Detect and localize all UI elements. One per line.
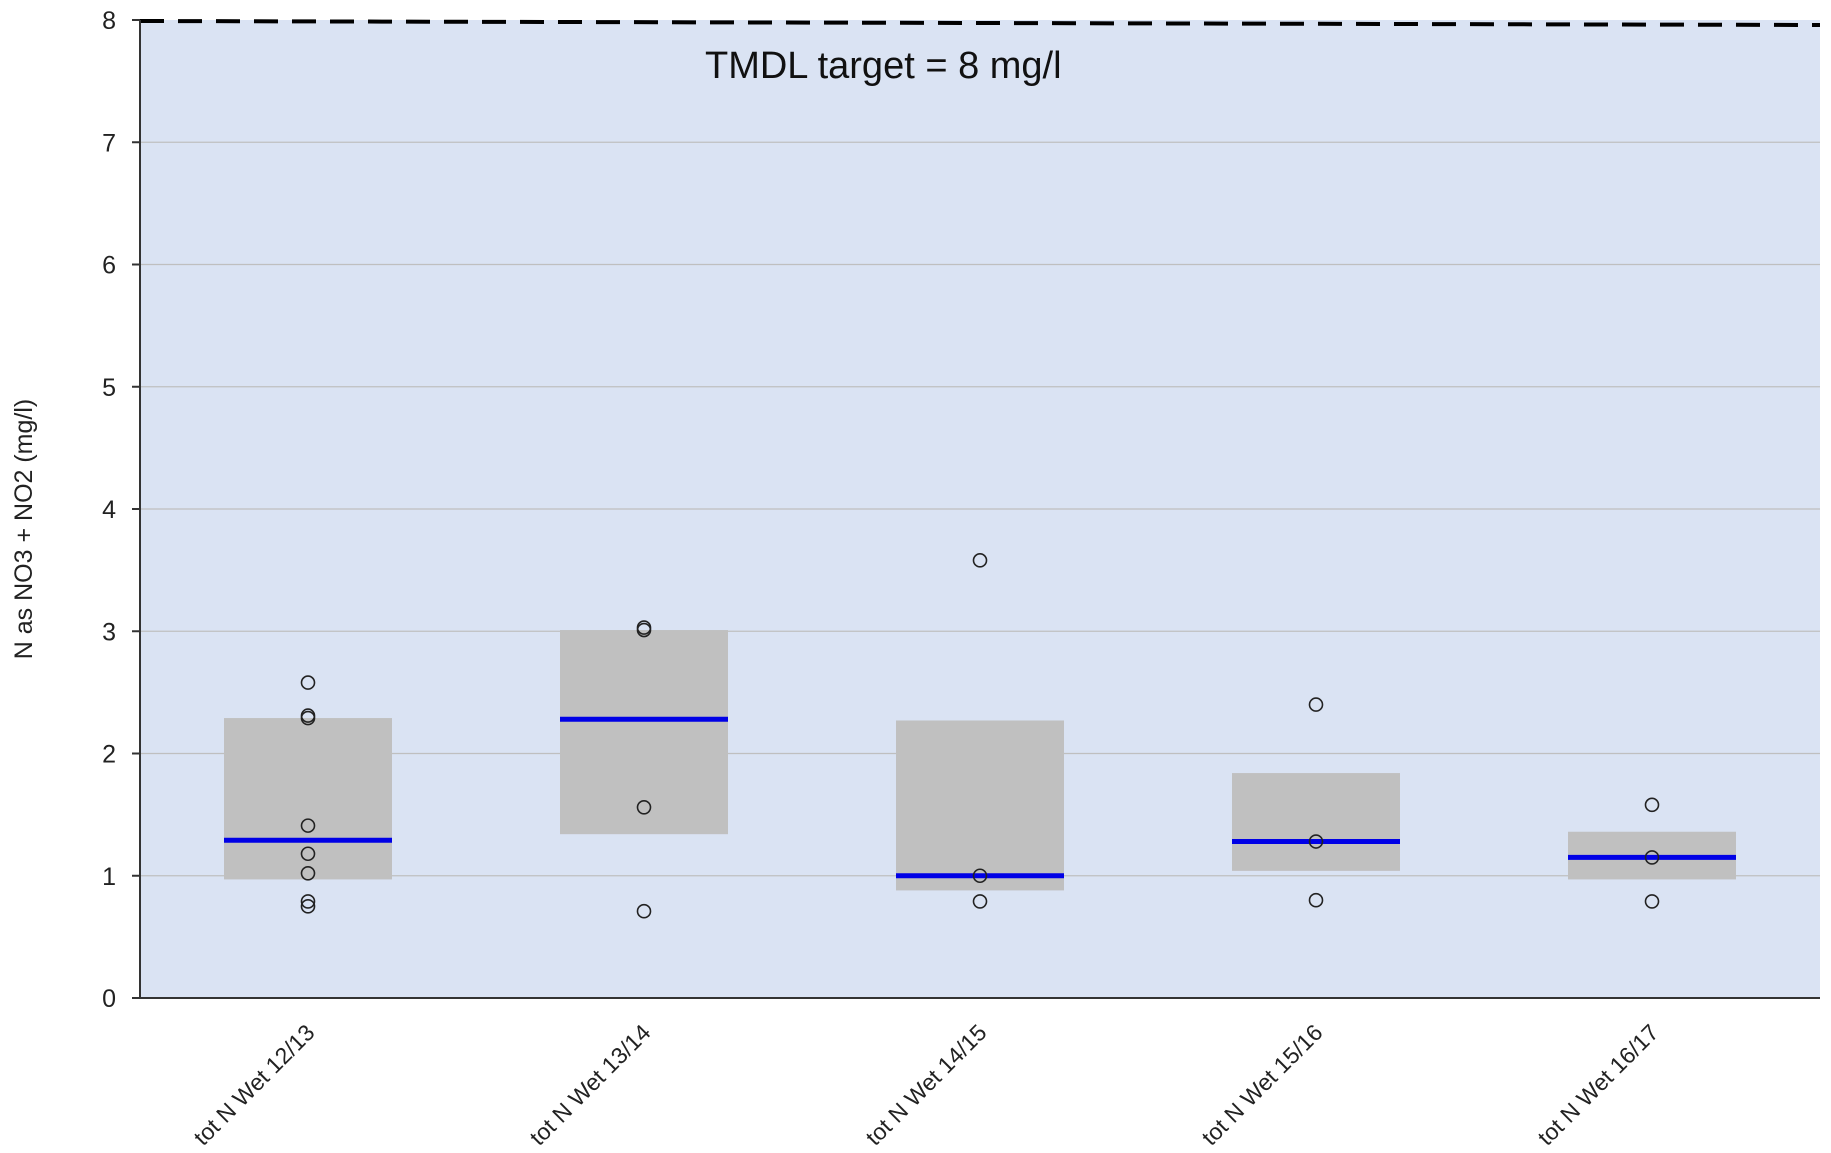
box-1	[224, 718, 392, 880]
outlier-points	[300, 553, 1660, 919]
data-point-2-3	[636, 799, 652, 815]
tmdl-target-line	[139, 19, 1821, 27]
data-point-4-1	[1308, 697, 1324, 712]
x-tick-labels: tot N Wet 12/13 tot N Wet 13/14 tot N Wet …	[188, 1019, 1663, 1150]
box-series	[224, 630, 1736, 891]
box-4	[1232, 773, 1400, 871]
data-point-1-5	[300, 846, 316, 862]
data-point-2-2	[636, 622, 652, 638]
data-point-5-1	[1644, 797, 1660, 813]
x-tick-label-4: tot N Wet 15/16	[1196, 1019, 1327, 1150]
y-tick-label-0: 0	[102, 985, 116, 1013]
y-tick-label-6: 6	[102, 252, 116, 280]
data-point-3-2	[972, 868, 988, 884]
y-tick-label-1: 1	[102, 863, 116, 891]
data-point-1-6	[300, 866, 316, 881]
data-point-3-1	[972, 553, 988, 568]
x-tick-label-2: tot N Wet 13/14	[524, 1019, 655, 1150]
box-3	[896, 720, 1064, 891]
y-tick-label-3: 3	[102, 618, 116, 646]
data-point-5-2	[1644, 850, 1660, 865]
data-point-1-1	[300, 675, 316, 690]
x-tick-label-3: tot N Wet 14/15	[860, 1019, 991, 1150]
data-point-1-8	[300, 899, 316, 914]
data-point-1-7	[300, 894, 316, 909]
y-tick-label-5: 5	[102, 374, 116, 402]
data-point-4-2	[1308, 834, 1324, 849]
tmdl-target-annotation: TMDL target = 8 mg/l	[705, 45, 1062, 87]
data-point-1-3	[300, 710, 316, 726]
y-tick-label-2: 2	[102, 741, 116, 769]
data-point-5-3	[1644, 894, 1660, 909]
box-2	[560, 630, 728, 835]
data-point-3-3	[972, 894, 988, 909]
x-tick-label-5: tot N Wet 16/17	[1532, 1019, 1663, 1150]
y-tick-label-4: 4	[102, 496, 116, 524]
data-point-1-4	[300, 818, 316, 833]
y-axis-title: N as NO3 + NO2 (mg/l)	[10, 399, 38, 659]
y-tick-label-7: 7	[102, 129, 116, 157]
x-tick-label-1: tot N Wet 12/13	[188, 1019, 319, 1150]
y-tick-labels: 0 1 2 3 4 5 6 7 8	[102, 7, 140, 1013]
y-tick-label-8: 8	[102, 7, 116, 35]
data-point-2-4	[636, 903, 652, 919]
data-point-4-3	[1308, 892, 1324, 908]
